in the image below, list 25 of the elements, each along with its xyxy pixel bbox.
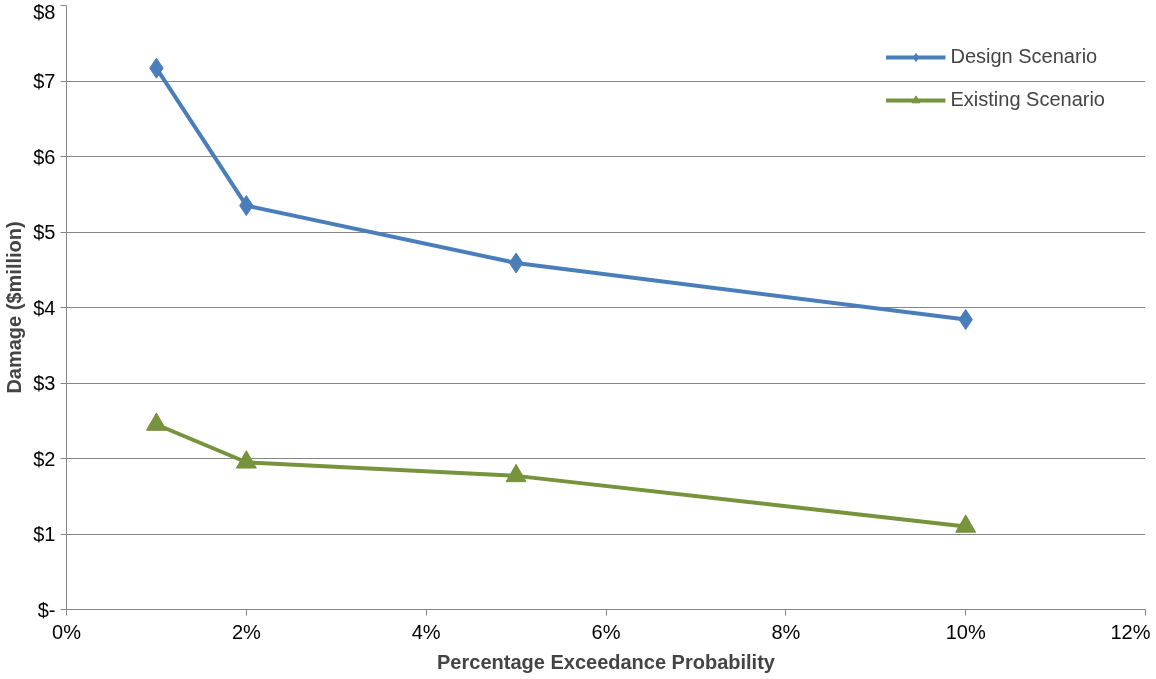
point: [235, 450, 257, 469]
legend-label: Design Scenario: [950, 45, 1098, 68]
x-axis-title: Percentage Exceedance Probability: [437, 650, 776, 673]
y-tick-label: $4: [33, 296, 56, 319]
x-tick-label: 8%: [771, 620, 801, 643]
y-tick-label: $3: [33, 372, 56, 394]
point: [505, 463, 527, 483]
y-tick-label: $7: [33, 70, 56, 92]
y-axis-title: Damage ($million): [3, 221, 26, 394]
x-tick-label: 2%: [231, 620, 261, 643]
x-tick-label: 6%: [591, 620, 621, 643]
y-tick-label: $8: [33, 0, 56, 23]
point: [145, 412, 167, 431]
y-tick-label: $-: [37, 598, 56, 621]
y-tick-label: $5: [33, 221, 56, 243]
x-tick-label: 10%: [945, 620, 986, 643]
x-tick-label: 4%: [411, 620, 441, 643]
point: [508, 252, 524, 274]
legend-label: Existing Scenario: [950, 88, 1105, 111]
y-tick-label: $2: [33, 447, 56, 470]
y-tick-label: $6: [33, 145, 56, 168]
x-tick-label: 12%: [1110, 620, 1151, 643]
y-tick-label: $1: [33, 523, 56, 545]
point: [955, 514, 977, 533]
x-tick-label: 0%: [52, 620, 82, 643]
